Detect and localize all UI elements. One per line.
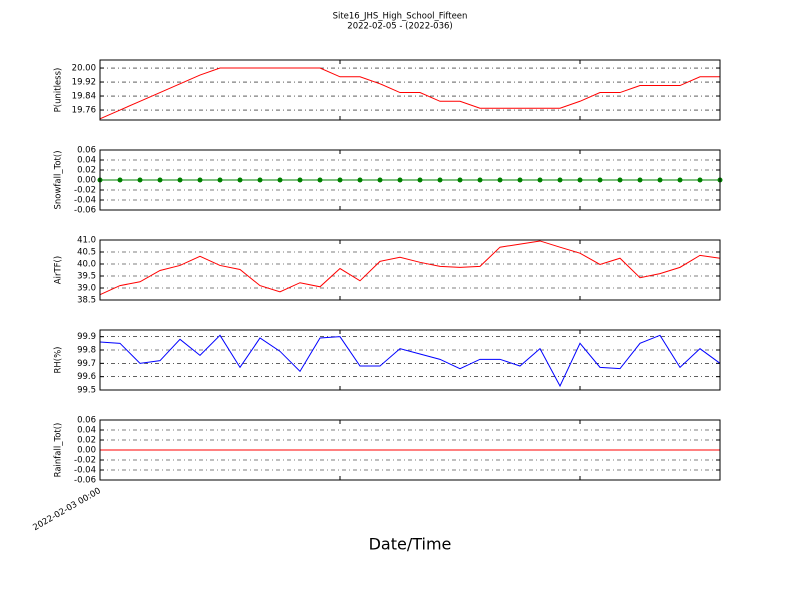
y-tick-label: -0.02 (74, 186, 96, 196)
data-point (637, 177, 643, 183)
plot-frame (99, 239, 721, 301)
data-point (557, 177, 563, 183)
data-line (99, 334, 721, 388)
y-axis-label: AirTF() (54, 256, 64, 284)
data-point (357, 177, 363, 183)
data-point (317, 177, 323, 183)
data-point (477, 177, 483, 183)
y-tick-label: 41.0 (77, 236, 96, 246)
data-point (697, 177, 703, 183)
y-tick-label: 19.76 (72, 106, 96, 116)
data-point (517, 177, 523, 183)
data-point (277, 177, 283, 183)
plot-frame (99, 329, 721, 391)
data-point (177, 177, 183, 183)
y-tick-label: 0.00 (77, 446, 96, 456)
y-tick-label: 20.00 (72, 64, 96, 74)
y-tick-label: -0.04 (74, 196, 96, 206)
y-axis-label: P(unitless) (54, 68, 64, 113)
y-tick-label: 0.06 (77, 416, 96, 426)
y-tick-label: 19.84 (72, 92, 96, 102)
data-point (197, 177, 203, 183)
y-tick-label: 99.7 (77, 359, 96, 369)
data-point (437, 177, 443, 183)
data-point (577, 177, 583, 183)
y-tick-label: 99.6 (77, 372, 96, 382)
y-tick-label: -0.02 (74, 456, 96, 466)
data-point (417, 177, 423, 183)
y-tick-label: 99.9 (77, 332, 96, 342)
data-point (597, 177, 603, 183)
data-point (497, 177, 503, 183)
data-point (537, 177, 543, 183)
y-tick-label: 19.92 (72, 78, 96, 88)
data-point (377, 177, 383, 183)
data-point (297, 177, 303, 183)
y-tick-label: 39.0 (77, 284, 96, 294)
chart-subtitle: 2022-02-05 - (2022-036) (347, 22, 452, 32)
y-tick-label: 0.00 (77, 176, 96, 186)
data-point (657, 177, 663, 183)
data-point (257, 177, 263, 183)
chart-title: Site16_JHS_High_School_Fifteen (333, 12, 468, 22)
data-line (99, 240, 721, 296)
y-tick-label: 99.8 (77, 346, 96, 356)
y-tick-label: 38.5 (77, 296, 96, 306)
y-tick-label: 0.02 (77, 166, 96, 176)
data-point (457, 177, 463, 183)
plot-frame (99, 419, 721, 481)
data-point (157, 177, 163, 183)
y-axis-label: Rainfall_Tot() (54, 423, 64, 478)
plot-frame (99, 149, 721, 211)
y-tick-label: 0.04 (77, 426, 96, 436)
data-point (677, 177, 683, 183)
plot-frame (99, 59, 721, 121)
y-tick-label: -0.04 (74, 466, 96, 476)
x-axis-label: Date/Time (369, 535, 452, 554)
y-axis-label: RH(%) (54, 346, 64, 373)
data-point (117, 177, 123, 183)
y-tick-label: 40.0 (77, 260, 96, 270)
y-tick-label: 99.5 (77, 386, 96, 396)
y-tick-label: 0.04 (77, 156, 96, 166)
y-tick-label: 0.02 (77, 436, 96, 446)
data-line (99, 67, 720, 120)
data-point (337, 177, 343, 183)
data-point (217, 177, 223, 183)
data-point (137, 177, 143, 183)
y-tick-label: 40.5 (77, 248, 96, 258)
data-point (617, 177, 623, 183)
y-tick-label: 39.5 (77, 272, 96, 282)
y-axis-label: Snowfall_Tot() (54, 150, 64, 209)
y-tick-label: -0.06 (74, 206, 96, 216)
y-tick-label: 0.06 (77, 146, 96, 156)
data-point (237, 177, 243, 183)
y-tick-label: -0.06 (74, 476, 96, 486)
data-point (397, 177, 403, 183)
